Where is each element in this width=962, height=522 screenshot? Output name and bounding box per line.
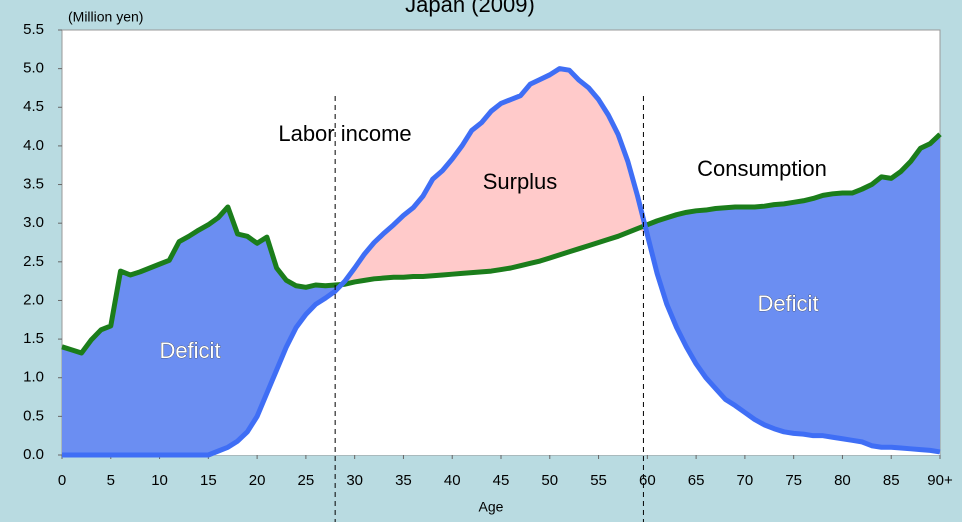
x-tick-label: 10	[151, 472, 168, 489]
x-tick-label: 50	[541, 472, 558, 489]
x-tick-label: 70	[737, 472, 754, 489]
x-tick-label: 65	[688, 472, 705, 489]
y-tick-label: 2.0	[23, 291, 44, 308]
y-tick-label: 2.5	[23, 253, 44, 270]
y-tick-label: 0.0	[23, 446, 44, 463]
x-tick-label: 30	[346, 472, 363, 489]
y-tick-label: 1.5	[23, 330, 44, 347]
annotation: Surplus	[483, 169, 558, 194]
x-tick-label: 75	[785, 472, 802, 489]
x-tick-label: 80	[834, 472, 851, 489]
y-tick-label: 4.0	[23, 137, 44, 154]
annotation: Deficit	[757, 291, 818, 316]
chart-title: Japan (2009)	[405, 0, 535, 17]
x-tick-label: 85	[883, 472, 900, 489]
base-area	[62, 228, 940, 455]
y-tick-label: 4.5	[23, 98, 44, 115]
y-tick-label: 0.5	[23, 407, 44, 424]
x-tick-label: 45	[493, 472, 510, 489]
x-tick-label: 35	[395, 472, 412, 489]
y-tick-label: 5.0	[23, 60, 44, 77]
x-tick-label: 40	[444, 472, 461, 489]
series-line	[61, 132, 942, 356]
annotation: Consumption	[697, 156, 827, 181]
y-axis-label: (Million yen)	[68, 9, 143, 25]
x-axis-label: Age	[479, 499, 504, 515]
annotation: Deficit	[159, 338, 220, 363]
x-tick-label: 0	[58, 472, 66, 489]
x-tick-label: 55	[590, 472, 607, 489]
x-tick-label: 60	[639, 472, 656, 489]
y-tick-label: 5.5	[23, 21, 44, 38]
x-tick-label: 15	[200, 472, 217, 489]
annotation: Labor income	[278, 121, 411, 146]
y-tick-label: 3.0	[23, 214, 44, 231]
x-tick-label: 5	[107, 472, 115, 489]
x-tick-label: 25	[298, 472, 315, 489]
x-tick-label: 90+	[927, 472, 953, 489]
y-tick-label: 1.0	[23, 369, 44, 386]
series-line	[62, 66, 941, 458]
y-tick-label: 3.5	[23, 176, 44, 193]
x-tick-label: 20	[249, 472, 266, 489]
